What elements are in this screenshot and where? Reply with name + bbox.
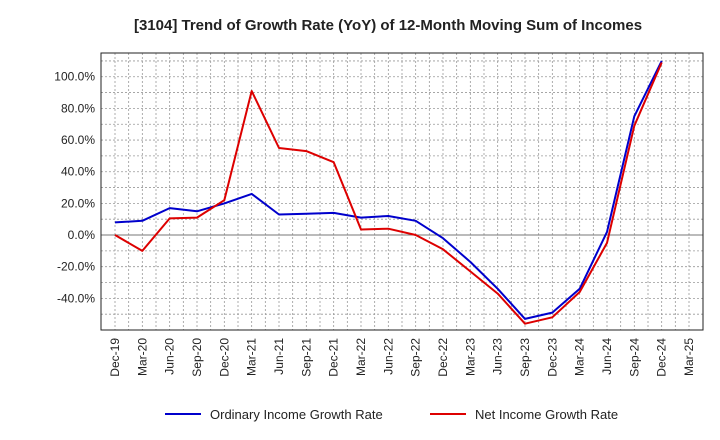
x-tick-label: Jun-21 [272,338,286,375]
plot-area [100,52,704,331]
x-tick-label: Mar-25 [682,338,696,376]
x-tick-label: Dec-23 [545,338,559,377]
x-tick-label: Sep-24 [627,338,641,377]
y-tick-label: 100.0% [54,70,95,84]
series-line-net-income [114,62,663,325]
y-tick-label: -40.0% [57,291,95,305]
x-axis: Dec-19 Mar-20 Jun-20 Sep-20 Dec-20 Mar-21 Jun-… [108,338,696,377]
legend-label: Ordinary Income Growth Rate [210,407,383,422]
y-tick-label: 0.0% [68,228,96,242]
y-tick-label: -20.0% [57,260,95,274]
legend: Ordinary Income Growth Rate Net Income Gr… [165,407,618,422]
x-tick-label: Jun-20 [163,338,177,375]
y-axis: -40.0% -20.0% 0.0% 20.0% 40.0% 60.0% 80.0% 100.… [54,70,95,306]
x-tick-label: Dec-21 [327,338,341,377]
x-tick-label: Mar-24 [573,338,587,376]
legend-label: Net Income Growth Rate [475,407,618,422]
x-tick-label: Jun-23 [491,338,505,375]
x-tick-label: Sep-22 [409,338,423,377]
chart-title: [3104] Trend of Growth Rate (YoY) of 12-… [134,17,642,34]
grid [101,53,703,330]
x-tick-label: Jun-22 [381,338,395,375]
x-tick-label: Jun-24 [600,338,614,375]
x-tick-label: Dec-19 [108,338,122,377]
series-lines [114,60,663,325]
x-tick-label: Mar-22 [354,338,368,376]
x-tick-label: Sep-20 [190,338,204,377]
x-tick-label: Mar-20 [135,338,149,376]
x-tick-label: Dec-20 [217,338,231,377]
y-tick-label: 80.0% [61,101,95,115]
x-tick-label: Sep-23 [518,338,532,377]
y-tick-label: 20.0% [61,196,95,210]
x-tick-label: Mar-21 [245,338,259,376]
y-tick-label: 40.0% [61,165,95,179]
y-tick-label: 60.0% [61,133,95,147]
series-line-ordinary-income [114,60,663,320]
x-tick-label: Dec-22 [436,338,450,377]
x-tick-label: Dec-24 [655,338,669,377]
x-tick-label: Sep-21 [299,338,313,377]
x-tick-label: Mar-23 [463,338,477,376]
